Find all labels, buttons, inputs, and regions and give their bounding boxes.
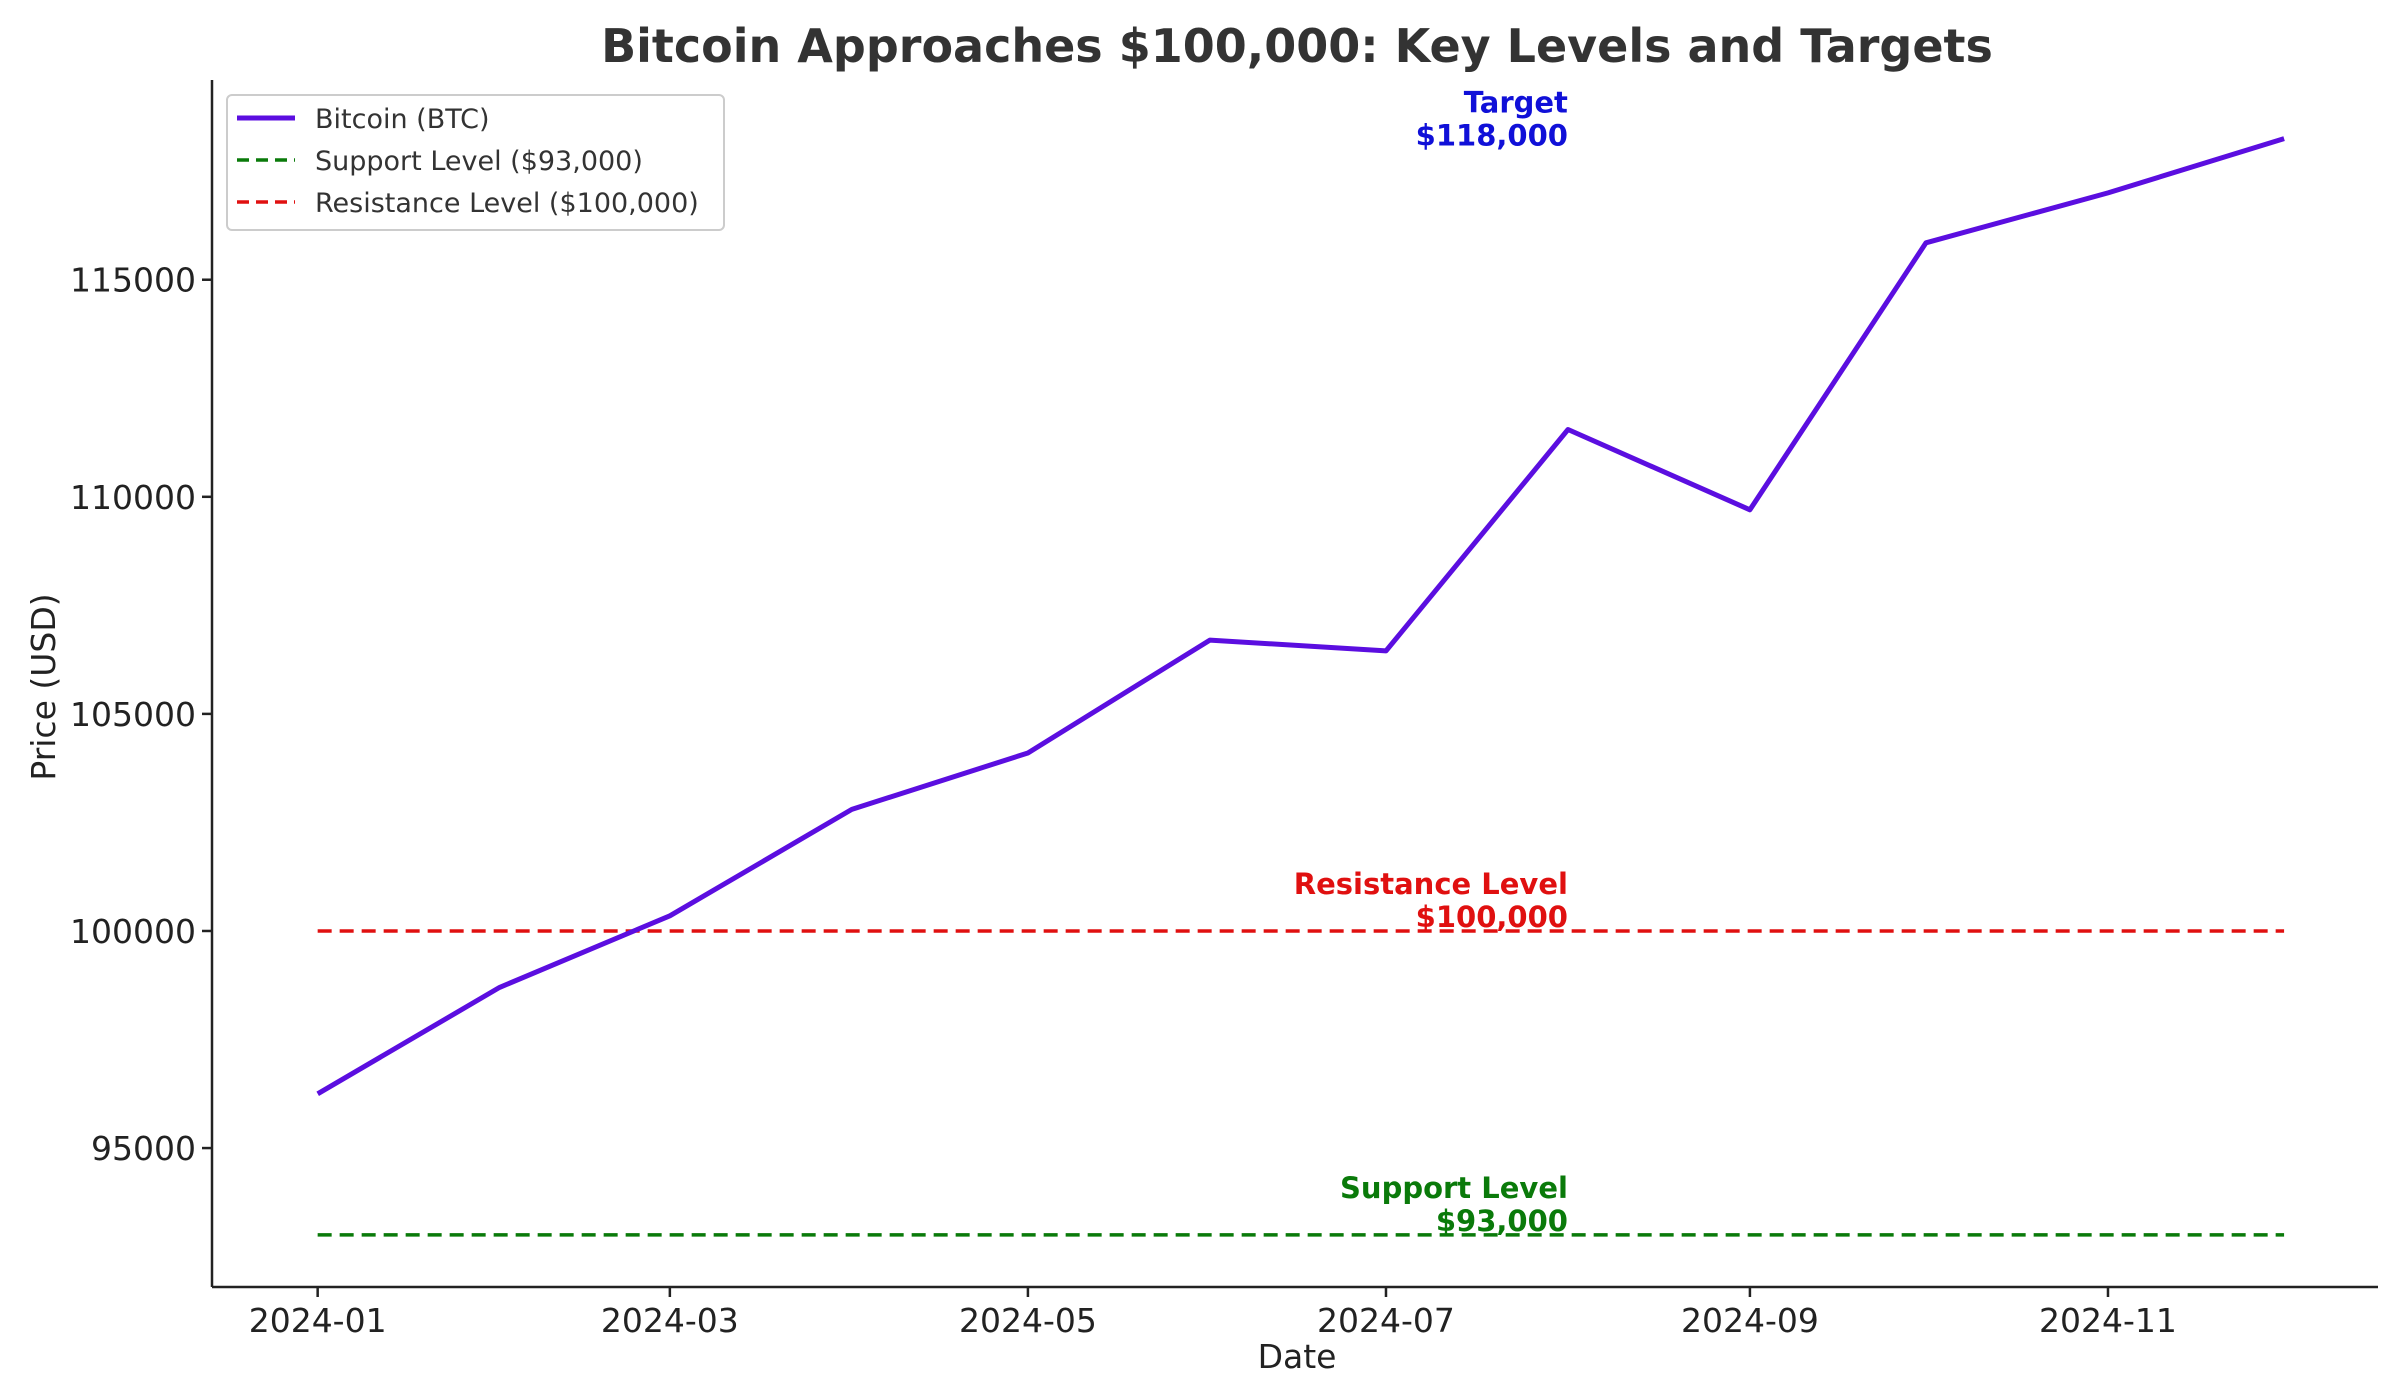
series-line-btc [316,136,2285,1096]
y-tick-label: 110000 [70,478,196,517]
chart-title: Bitcoin Approaches $100,000: Key Levels … [601,19,1993,73]
axes: 95000 100000 105000 110000 115000 2024-01 2024… [70,80,2378,1340]
x-tick-label: 2024-05 [959,1301,1097,1340]
legend-label: Bitcoin (BTC) [315,104,490,135]
y-tick-label: 115000 [70,261,196,300]
y-tick-label: 95000 [91,1129,196,1168]
x-tick-label: 2024-11 [2039,1301,2177,1340]
annotation-text: Target [1464,85,1568,119]
x-tick-label: 2024-01 [249,1301,387,1340]
annotation-text: $93,000 [1436,1204,1568,1238]
y-tick-label: 100000 [70,912,196,951]
legend-label: Resistance Level ($100,000) [315,188,699,219]
annotations: Target$118,000 Resistance Level$100,000 Su… [1294,85,1568,1237]
annotation-text: Support Level [1340,1171,1568,1205]
x-tick-label: 2024-07 [1317,1301,1455,1340]
level-lines [317,929,2285,1237]
annotation-text: $118,000 [1416,118,1568,152]
annotation-text: $100,000 [1416,900,1568,934]
legend: Bitcoin (BTC) Support Level ($93,000) Resi… [226,94,725,231]
x-tick-label: 2024-03 [601,1301,739,1340]
annotation-text: Resistance Level [1294,867,1568,901]
y-tick-label: 105000 [70,695,196,734]
x-tick-label: 2024-09 [1681,1301,1819,1340]
legend-box [226,94,725,231]
legend-label: Support Level ($93,000) [315,146,643,177]
x-axis-label: Date [1258,1337,1337,1376]
series-lines [316,136,2285,1096]
y-axis-label: Price (USD) [24,593,63,780]
